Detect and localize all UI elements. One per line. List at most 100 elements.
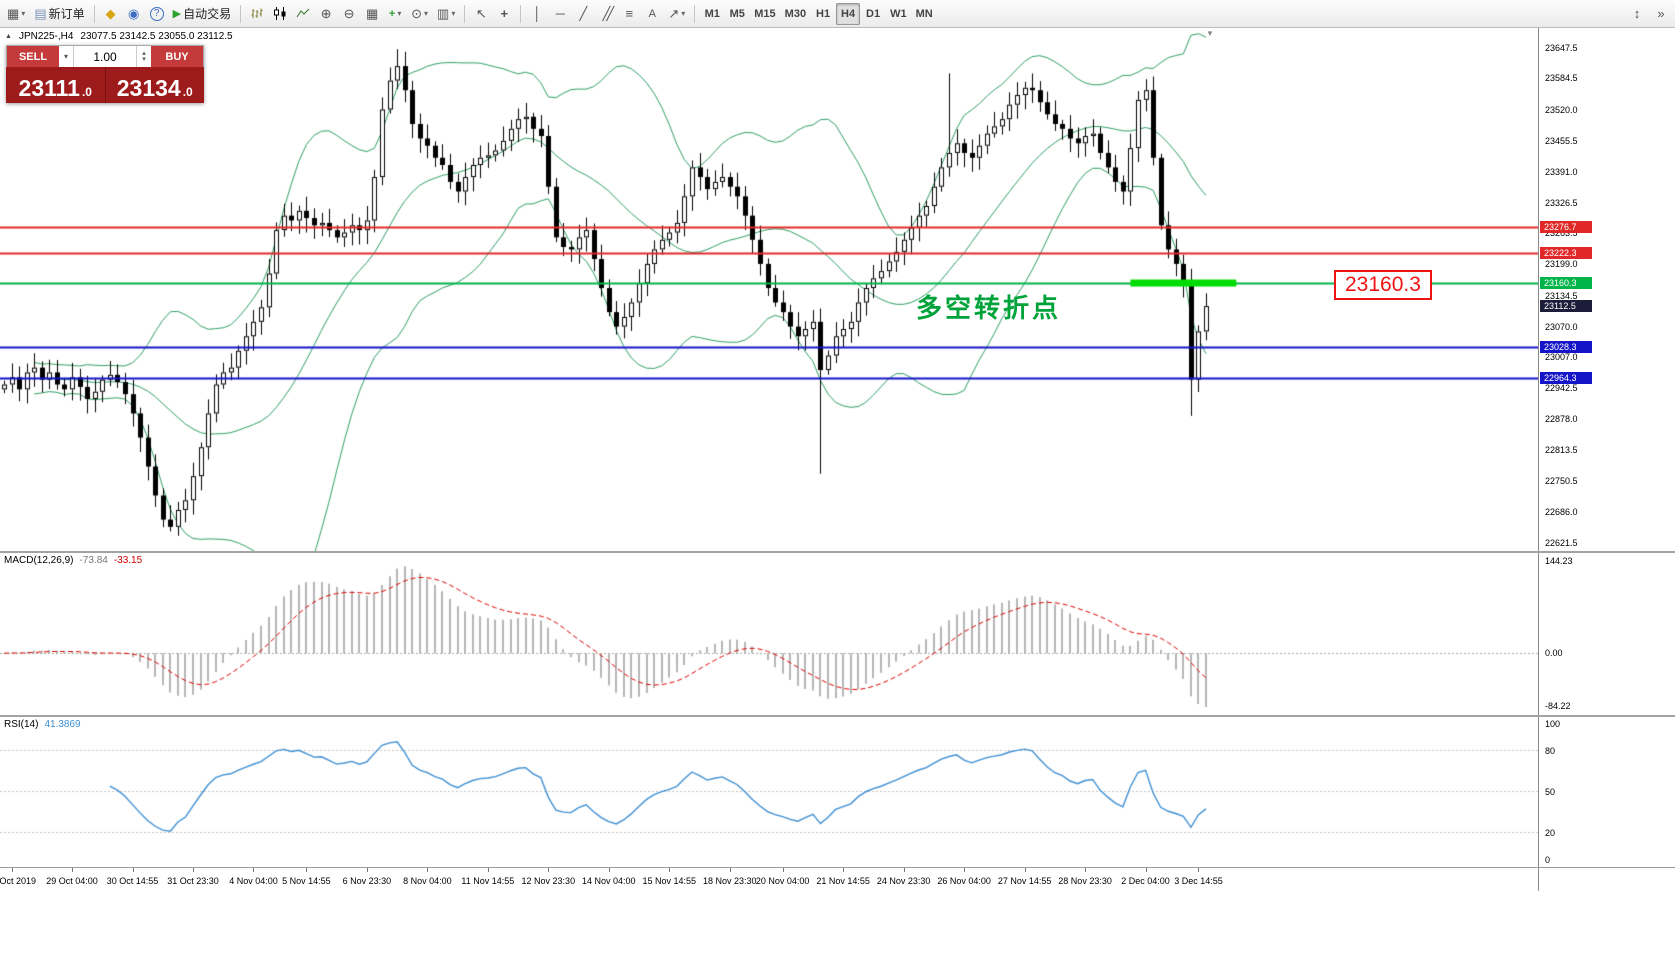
text-tool-button[interactable]: A	[641, 3, 663, 25]
time-axis-label: 31 Oct 23:30	[167, 876, 219, 886]
market-watch-button[interactable]: ◆	[100, 3, 122, 25]
macd-axis-label: -84.22	[1545, 701, 1571, 711]
panel-splitter[interactable]	[0, 551, 1675, 553]
horizontal-line-icon: ─	[555, 6, 565, 21]
templates-button[interactable]: ▥ ▾	[433, 3, 459, 25]
scroll-icon: ↕	[1633, 6, 1641, 21]
collapse-trade-panel-icon[interactable]: ▲	[5, 33, 12, 40]
timeframe-button-h4[interactable]: H4	[836, 2, 861, 25]
grid-icon: ▦	[365, 5, 379, 21]
cursor-button[interactable]: ↖	[470, 3, 492, 25]
price-axis[interactable]: 23647.5 23584.5 23520.0 23455.5 23391.0 23326…	[1538, 28, 1675, 551]
line-chart-button[interactable]	[292, 3, 314, 25]
panel-splitter[interactable]	[0, 715, 1675, 717]
time-axis-label: 20 Nov 04:00	[755, 876, 810, 886]
horizontal-line-tool-button[interactable]: ─	[549, 3, 571, 25]
tile-windows-button[interactable]: ▦	[361, 3, 383, 25]
timeframe-button-d1[interactable]: D1	[866, 7, 881, 20]
price-axis-label: 23391.0	[1545, 166, 1578, 177]
periods-button[interactable]: ⊙ ▾	[407, 3, 432, 25]
timeframe-button-m1[interactable]: M1	[704, 7, 720, 20]
volume-dropdown-button[interactable]: ▾	[59, 46, 74, 67]
price-axis-label: 23263.5	[1545, 228, 1578, 239]
rsi-axis-label: 20	[1545, 827, 1556, 838]
fibonacci-tool-button[interactable]: ≡	[618, 3, 640, 25]
toolbar-overflow-button[interactable]: »	[1650, 3, 1672, 25]
channel-tool-button[interactable]: ╱╱	[595, 3, 617, 25]
rsi-panel[interactable]: RSI(14) 41.3869	[0, 717, 1538, 867]
time-axis-label: 2 Dec 04:00	[1121, 876, 1170, 886]
time-axis-label: 12 Nov 23:30	[521, 876, 576, 886]
help-button[interactable]: ?	[146, 3, 168, 25]
sell-button[interactable]: SELL	[7, 46, 59, 67]
vertical-line-tool-button[interactable]: │	[526, 3, 548, 25]
trade-controls-row: SELL ▾ 1.00 ▴ ▾ BUY	[6, 45, 204, 67]
chevron-down-icon: ▾	[397, 9, 402, 18]
profile-icon: ◉	[127, 5, 140, 21]
new-chart-button[interactable]: ▦ ▾	[3, 3, 29, 25]
macd-panel[interactable]: MACD(12,26,9) -73.84 -33.15	[0, 553, 1538, 715]
volume-stepper[interactable]: ▴ ▾	[136, 46, 151, 67]
timeframe-button-mn[interactable]: MN	[915, 7, 933, 20]
trendline-tool-button[interactable]: ╱	[572, 3, 594, 25]
rsi-canvas[interactable]	[0, 717, 1538, 867]
chevron-down-icon: ▾	[681, 9, 686, 18]
time-axis-tick	[729, 868, 731, 872]
arrows-tool-button[interactable]: ↗ ▾	[664, 3, 689, 25]
candlestick-chart-icon	[274, 7, 286, 20]
main-chart-area[interactable]: ▲ JPN225-,H4 23077.5 23142.5 23055.0 231…	[0, 28, 1538, 551]
time-axis-label: 6 Nov 23:30	[342, 876, 392, 886]
accounts-button[interactable]: ◉	[123, 3, 145, 25]
buy-price-display[interactable]: 23134.0	[105, 67, 204, 103]
chart-shift-marker[interactable]: ▼	[1206, 29, 1214, 38]
timeframe-button-m30[interactable]: M30	[784, 7, 807, 20]
rsi-axis-label: 50	[1545, 787, 1556, 797]
main-chart-canvas[interactable]	[0, 28, 1538, 551]
buy-button[interactable]: BUY	[151, 46, 203, 67]
price-axis-label: 23326.5	[1545, 197, 1578, 208]
new-chart-icon: ▦	[7, 5, 20, 21]
timeframe-button-w1[interactable]: W1	[890, 7, 907, 20]
crosshair-button[interactable]: +	[493, 3, 515, 25]
rsi-name: RSI(14)	[4, 719, 39, 730]
macd-canvas[interactable]	[0, 553, 1538, 715]
coin-icon: ◆	[105, 5, 116, 21]
timeframe-button-m5[interactable]: M5	[729, 7, 745, 20]
zoom-out-button[interactable]: ⊖	[338, 3, 360, 25]
timeframe-button-h1[interactable]: H1	[816, 7, 831, 20]
one-click-trading-panel: SELL ▾ 1.00 ▴ ▾ BUY 23111.0 23134.0	[6, 45, 204, 103]
rsi-axis[interactable]: 100 80 50 20 0	[1538, 717, 1675, 867]
time-axis-label: 11 Nov 14:55	[461, 876, 515, 886]
time-axis-tick	[132, 868, 134, 872]
timeframe-button-m15[interactable]: M15	[754, 7, 776, 20]
time-axis[interactable]: 27 Oct 2019 29 Oct 04:00 30 Oct 14:55 31 Oc…	[0, 868, 1538, 891]
annotation-price-label: 23160.3	[1334, 270, 1432, 300]
macd-label: MACD(12,26,9) -73.84 -33.15	[4, 555, 142, 566]
toolbar-separator	[93, 4, 95, 23]
price-axis-label: 23070.0	[1545, 321, 1578, 332]
time-axis-tick	[1024, 868, 1026, 872]
scroll-toolbar-button[interactable]: ↕	[1626, 3, 1648, 25]
toolbar-separator	[464, 4, 466, 23]
candlestick-chart-button[interactable]	[269, 3, 291, 25]
sell-price-display[interactable]: 23111.0	[6, 67, 105, 103]
volume-input[interactable]: 1.00	[93, 49, 117, 64]
macd-axis[interactable]: 144.23 0.00 -84.22	[1538, 553, 1675, 715]
zoom-in-button[interactable]: ⊕	[315, 3, 337, 25]
price-tag: 23222.3	[1540, 247, 1592, 260]
spin-down-icon[interactable]: ▾	[142, 55, 146, 63]
new-order-button[interactable]: ▤ 新订单	[30, 3, 88, 25]
zoom-in-icon: ⊕	[320, 5, 332, 21]
chevron-down-icon: ▾	[451, 9, 456, 18]
time-axis-tick	[11, 868, 13, 872]
indicators-button[interactable]: + ▾	[384, 3, 406, 25]
price-axis-label: 22686.0	[1545, 506, 1578, 517]
price-axis-label: 22621.5	[1545, 538, 1578, 548]
time-axis-tick	[903, 868, 905, 872]
rsi-label: RSI(14) 41.3869	[4, 719, 81, 730]
time-axis-label: 3 Dec 14:55	[1174, 876, 1223, 886]
spin-up-icon[interactable]: ▴	[142, 49, 146, 57]
text-tool-icon: A	[648, 7, 657, 20]
autotrade-button[interactable]: ▶ 自动交易	[169, 3, 235, 25]
bar-chart-button[interactable]	[246, 3, 268, 25]
